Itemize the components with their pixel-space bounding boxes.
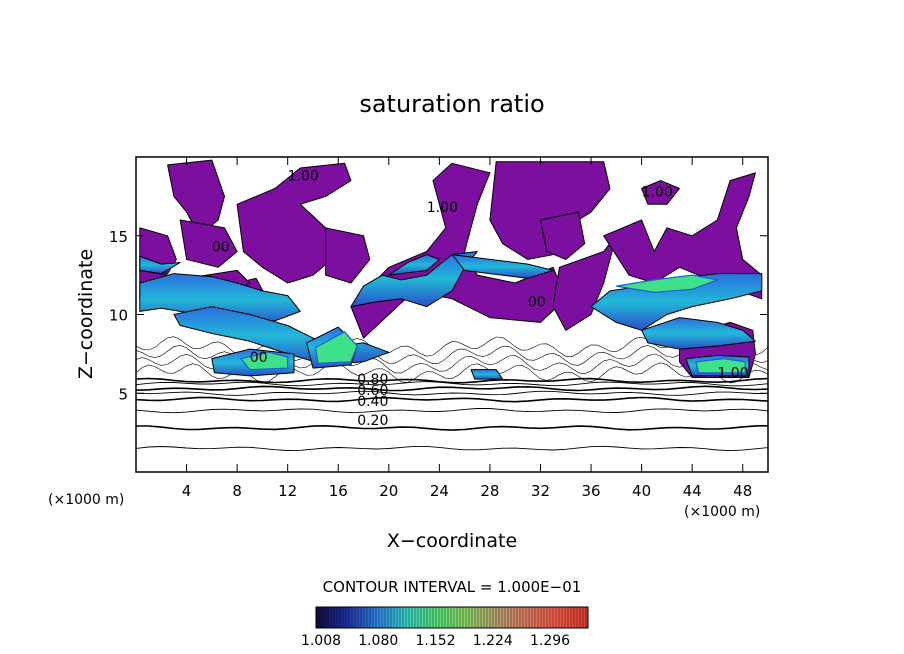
x-tick-label: 8 — [232, 482, 242, 500]
x-tick-label: 20 — [379, 482, 398, 500]
colorbar-tick-label: 1.008 — [301, 633, 341, 649]
saturated-region — [603, 172, 763, 300]
contour-label: 0.40 — [357, 394, 388, 410]
x-tick-label: 40 — [632, 482, 651, 500]
contour-label: 00 — [212, 240, 230, 256]
x-tick-label: 44 — [683, 482, 702, 500]
supersaturated-band — [388, 254, 440, 276]
contour-line — [136, 385, 768, 392]
supersaturated-band — [139, 273, 301, 326]
x-tick-label: 4 — [182, 482, 192, 500]
supersaturated-band — [139, 255, 181, 275]
contour-label: 0.20 — [357, 413, 388, 429]
contour-line — [136, 396, 768, 403]
x-tick-label: 24 — [430, 482, 449, 500]
chart-title: saturation ratio — [359, 90, 544, 118]
saturated-region — [236, 162, 352, 284]
high-saturation-core — [314, 331, 358, 364]
colorbar-tick-label: 1.224 — [473, 633, 513, 649]
supersaturated-band — [641, 317, 756, 350]
x-tick-label: 16 — [329, 482, 348, 500]
saturated-region — [641, 180, 680, 205]
contour-label: 00 — [528, 295, 546, 311]
contour-line — [136, 377, 768, 384]
colorbar-labels: 1.008 1.080 1.152 1.224 1.296 — [301, 633, 570, 649]
high-saturation-core — [239, 351, 289, 371]
contour-label: 1.00 — [427, 200, 458, 216]
contour-label: 1.00 — [642, 184, 673, 200]
supersaturated-band — [451, 254, 554, 279]
colorbar-tick-label: 1.152 — [415, 633, 455, 649]
x-tick-label: 48 — [733, 482, 752, 500]
y-tick-label: 15 — [109, 228, 128, 246]
contour-interval-label: CONTOUR INTERVAL = 1.000E−01 — [323, 578, 582, 596]
high-saturation-core — [695, 357, 746, 374]
colorbar-tick-label: 1.080 — [358, 633, 398, 649]
contour-line — [136, 390, 768, 396]
saturated-region — [552, 235, 617, 331]
y-tick-label: 5 — [118, 385, 128, 403]
x-axis-ticks: 4 8 12 16 20 24 28 32 36 40 44 48 — [182, 157, 752, 500]
contour-line — [136, 408, 768, 414]
x-tick-label: 32 — [531, 482, 550, 500]
y-axis-label: Z−coordinate — [75, 249, 97, 379]
contour-label: 1.00 — [717, 366, 748, 382]
colorbar-tick-label: 1.296 — [530, 633, 570, 649]
plot-area: 0.20 0.400.600.80 1.00 00 00 1.00 1.00 00 1.00 — [136, 157, 768, 472]
contour-label: 0.80 — [357, 372, 388, 388]
x-axis-label: X−coordinate — [387, 530, 517, 552]
saturated-region — [179, 219, 238, 268]
contour-label: 1.00 — [288, 169, 319, 185]
y-tick-label: 10 — [109, 307, 128, 325]
contour-line — [136, 445, 768, 452]
x-unit-left: (×1000 m) — [48, 492, 124, 508]
core-regions — [239, 274, 746, 374]
x-tick-label: 36 — [581, 482, 600, 500]
supersaturated-band — [350, 251, 478, 308]
high-saturation-core — [616, 274, 720, 294]
saturated-region — [325, 227, 371, 284]
contour-label: 0.60 — [357, 383, 388, 399]
supersaturated-band — [470, 369, 504, 380]
x-unit-right: (×1000 m) — [684, 504, 760, 520]
x-tick-label: 12 — [278, 482, 297, 500]
colorbar-stripes — [318, 607, 587, 628]
contour-label: 00 — [250, 350, 268, 366]
contour-labels: 0.20 0.400.600.80 1.00 00 00 1.00 1.00 00 1.00 — [212, 169, 749, 429]
saturated-region — [540, 211, 586, 260]
contour-line — [136, 424, 768, 431]
y-axis-ticks: 5 10 15 — [109, 228, 768, 403]
x-tick-label: 28 — [480, 482, 499, 500]
